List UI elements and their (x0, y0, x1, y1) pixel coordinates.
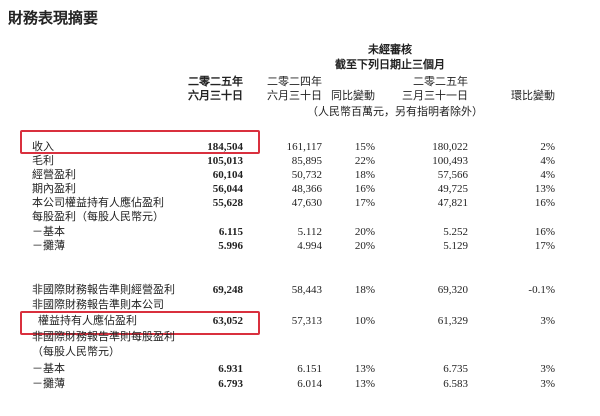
cell: 6.735 (443, 363, 468, 375)
cell: 50,732 (291, 169, 322, 181)
period: 截至下列日期止三個月 (335, 59, 445, 71)
cell: 22% (354, 155, 375, 167)
title: 財務表現摘要 (8, 9, 99, 27)
cell: 17% (354, 197, 375, 209)
cell: 56,044 (212, 183, 243, 195)
cell: 69,248 (212, 284, 243, 296)
cell: 20% (354, 226, 375, 238)
cell: 13% (354, 363, 375, 375)
row-label: －基本 (32, 226, 65, 238)
row-label: －攤薄 (32, 378, 65, 390)
cell: 47,821 (437, 197, 468, 209)
cell: 5.996 (218, 240, 243, 252)
cell: 6.793 (218, 378, 243, 390)
cell: 3% (540, 363, 555, 375)
cell: 100,493 (432, 155, 468, 167)
cell: 184,504 (207, 141, 243, 153)
cell: 57,566 (437, 169, 468, 181)
cell: 49,725 (437, 183, 468, 195)
column-header: 二零二五年 (188, 76, 243, 88)
cell: 4% (540, 169, 555, 181)
cell: 17% (534, 240, 555, 252)
cell: 5.129 (443, 240, 468, 252)
row-label: 毛利 (32, 155, 54, 167)
unit: （人民幣百萬元，另有指明者除外） (307, 106, 483, 118)
row-label: 非國際財務報告準則本公司 (32, 299, 164, 311)
cell: 61,329 (437, 315, 468, 327)
column-header: 同比變動 (331, 90, 375, 102)
highlight (20, 311, 260, 335)
cell: 6.014 (297, 378, 322, 390)
cell: 105,013 (207, 155, 243, 167)
row-label: －攤薄 (32, 240, 65, 252)
cell: 18% (354, 284, 375, 296)
column-header: 二零二五年 (413, 76, 468, 88)
row-label: 期內盈利 (32, 183, 76, 195)
cell: 15% (354, 141, 375, 153)
cell: 5.252 (443, 226, 468, 238)
cell: 6.151 (297, 363, 322, 375)
cell: 18% (354, 169, 375, 181)
cell: 60,104 (212, 169, 243, 181)
cell: 161,117 (286, 141, 322, 153)
cell: 6.583 (443, 378, 468, 390)
cell: 85,895 (291, 155, 322, 167)
column-header: 三月三十一日 (402, 90, 468, 102)
row-label: 非國際財務報告準則每股盈利 (32, 331, 175, 343)
cell: 180,022 (432, 141, 468, 153)
cell: 2% (540, 141, 555, 153)
cell: 57,313 (291, 315, 322, 327)
cell: 4% (540, 155, 555, 167)
highlight (20, 130, 260, 154)
audit: 未經審核 (368, 44, 412, 56)
cell: 16% (534, 226, 555, 238)
row-label: 非國際財務報告準則經營盈利 (32, 284, 175, 296)
cell: 69,320 (437, 284, 468, 296)
cell: 10% (354, 315, 375, 327)
cell: 16% (354, 183, 375, 195)
column-header: 環比變動 (511, 90, 555, 102)
cell: 3% (540, 315, 555, 327)
cell: -0.1% (528, 284, 555, 296)
cell: 58,443 (291, 284, 322, 296)
row-label: （每股人民幣元） (32, 346, 120, 358)
cell: 20% (354, 240, 375, 252)
column-header: 六月三十日 (267, 90, 322, 102)
cell: 47,630 (291, 197, 322, 209)
cell: 6.931 (218, 363, 243, 375)
cell: 5.112 (297, 226, 322, 238)
column-header: 六月三十日 (188, 90, 243, 102)
cell: 13% (534, 183, 555, 195)
cell: 63,052 (212, 315, 243, 327)
row-label: －基本 (32, 363, 65, 375)
row-label: 收入 (32, 141, 54, 153)
cell: 48,366 (291, 183, 322, 195)
cell: 16% (534, 197, 555, 209)
row-label: 經營盈利 (32, 169, 76, 181)
cell: 6.115 (218, 226, 243, 238)
cell: 4.994 (297, 240, 322, 252)
cell: 13% (354, 378, 375, 390)
row-label: 每股盈利（每股人民幣元） (32, 211, 164, 223)
cell: 55,628 (212, 197, 243, 209)
row-label: 權益持有人應佔盈利 (38, 315, 137, 327)
row-label: 本公司權益持有人應佔盈利 (32, 197, 164, 209)
cell: 3% (540, 378, 555, 390)
column-header: 二零二四年 (267, 76, 322, 88)
